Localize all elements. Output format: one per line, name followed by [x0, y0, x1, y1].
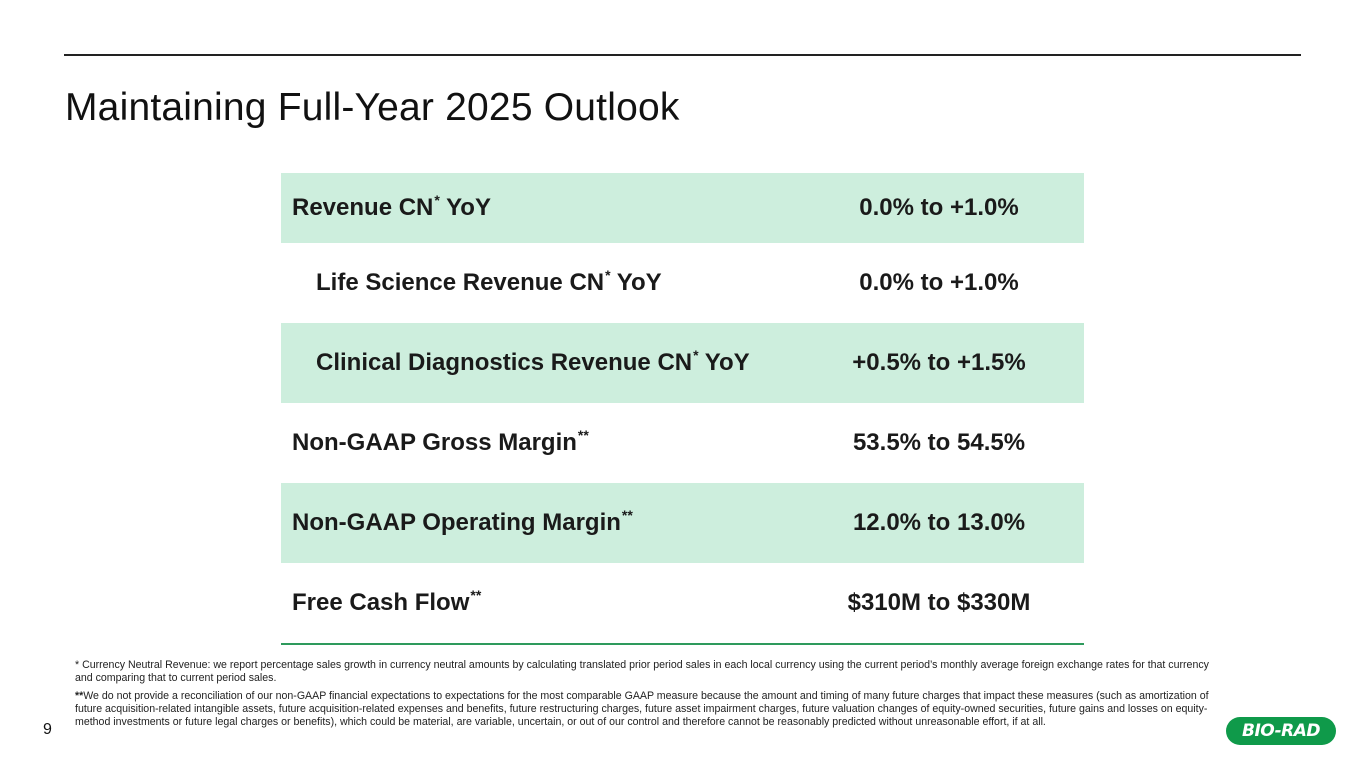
footnote-mark: * — [434, 192, 440, 208]
metric-value: 0.0% to +1.0% — [859, 269, 1019, 296]
metric-label: Non-GAAP Gross Margin** — [292, 427, 589, 456]
footnotes: * Currency Neutral Revenue: we report pe… — [75, 659, 1215, 734]
outlook-table: Revenue CN* YoY 0.0% to +1.0% Life Scien… — [281, 173, 1084, 645]
metric-value: 0.0% to +1.0% — [859, 194, 1019, 221]
footnote-mark: ** — [470, 587, 482, 603]
row-clinical-diagnostics-revenue: Clinical Diagnostics Revenue CN* YoY +0.… — [281, 323, 1084, 403]
metric-value: +0.5% to +1.5% — [852, 349, 1026, 376]
metric-label: Non-GAAP Operating Margin** — [292, 507, 633, 536]
row-revenue-cn: Revenue CN* YoY 0.0% to +1.0% — [281, 173, 1084, 243]
row-free-cash-flow: Free Cash Flow** $310M to $330M — [281, 563, 1084, 643]
footnote-currency-neutral: * Currency Neutral Revenue: we report pe… — [75, 659, 1209, 684]
row-gross-margin: Non-GAAP Gross Margin** 53.5% to 54.5% — [281, 403, 1084, 483]
table-bottom-rule — [281, 643, 1084, 645]
top-divider — [64, 54, 1301, 56]
footnote-mark: ** — [621, 507, 633, 523]
metric-label: Clinical Diagnostics Revenue CN* YoY — [316, 347, 750, 376]
metric-label: Revenue CN* YoY — [292, 192, 491, 221]
footnote-mark: * — [605, 267, 611, 283]
metric-label: Life Science Revenue CN* YoY — [316, 267, 662, 296]
logo-text: BIO-RAD — [1242, 721, 1320, 741]
footnote-non-gaap: **We do not provide a reconciliation of … — [75, 690, 1209, 728]
row-operating-margin: Non-GAAP Operating Margin** 12.0% to 13.… — [281, 483, 1084, 563]
metric-label: Free Cash Flow** — [292, 587, 482, 616]
footnote-mark: * — [693, 347, 699, 363]
page-number: 9 — [43, 721, 52, 738]
metric-value: 53.5% to 54.5% — [852, 429, 1026, 456]
page-title: Maintaining Full-Year 2025 Outlook — [65, 86, 680, 129]
row-life-science-revenue: Life Science Revenue CN* YoY 0.0% to +1.… — [281, 243, 1084, 323]
footnote-mark: ** — [577, 427, 589, 443]
metric-value: $310M to $330M — [847, 589, 1031, 616]
bio-rad-logo: BIO-RAD — [1226, 717, 1336, 745]
metric-value: 12.0% to 13.0% — [852, 509, 1026, 536]
